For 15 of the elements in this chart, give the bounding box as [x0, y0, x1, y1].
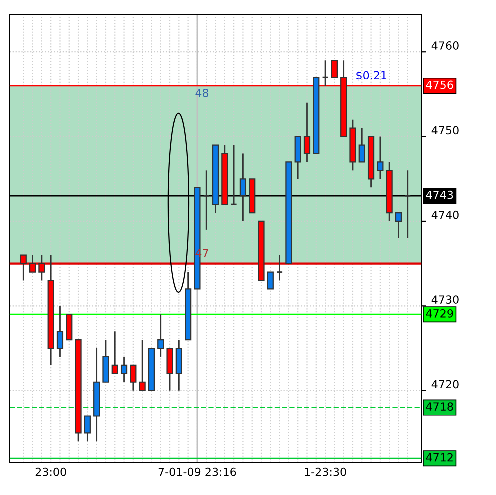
y-tick-label: 4750	[432, 126, 459, 135]
y-tick-label: 4740	[432, 210, 459, 220]
ref-line-label: 4712	[426, 453, 453, 462]
ref-line-label: 4718	[426, 402, 454, 412]
x-tick-label: 23:00	[36, 468, 66, 476]
x-tick-label: 7-01-09 23:16	[158, 468, 236, 476]
ref-line-label: 4743	[426, 190, 454, 200]
y-tick-label: 4720	[432, 380, 459, 389]
y-tick-label: 4730	[432, 296, 459, 304]
x-tick-label: 1-23:30	[305, 468, 346, 476]
ref-line-label: 4756	[426, 80, 454, 90]
annotation: 48	[196, 88, 209, 98]
annotation: $0.21	[356, 71, 387, 82]
y-tick-label: 4760	[432, 42, 459, 50]
ref-line-label: 4729	[426, 309, 454, 318]
